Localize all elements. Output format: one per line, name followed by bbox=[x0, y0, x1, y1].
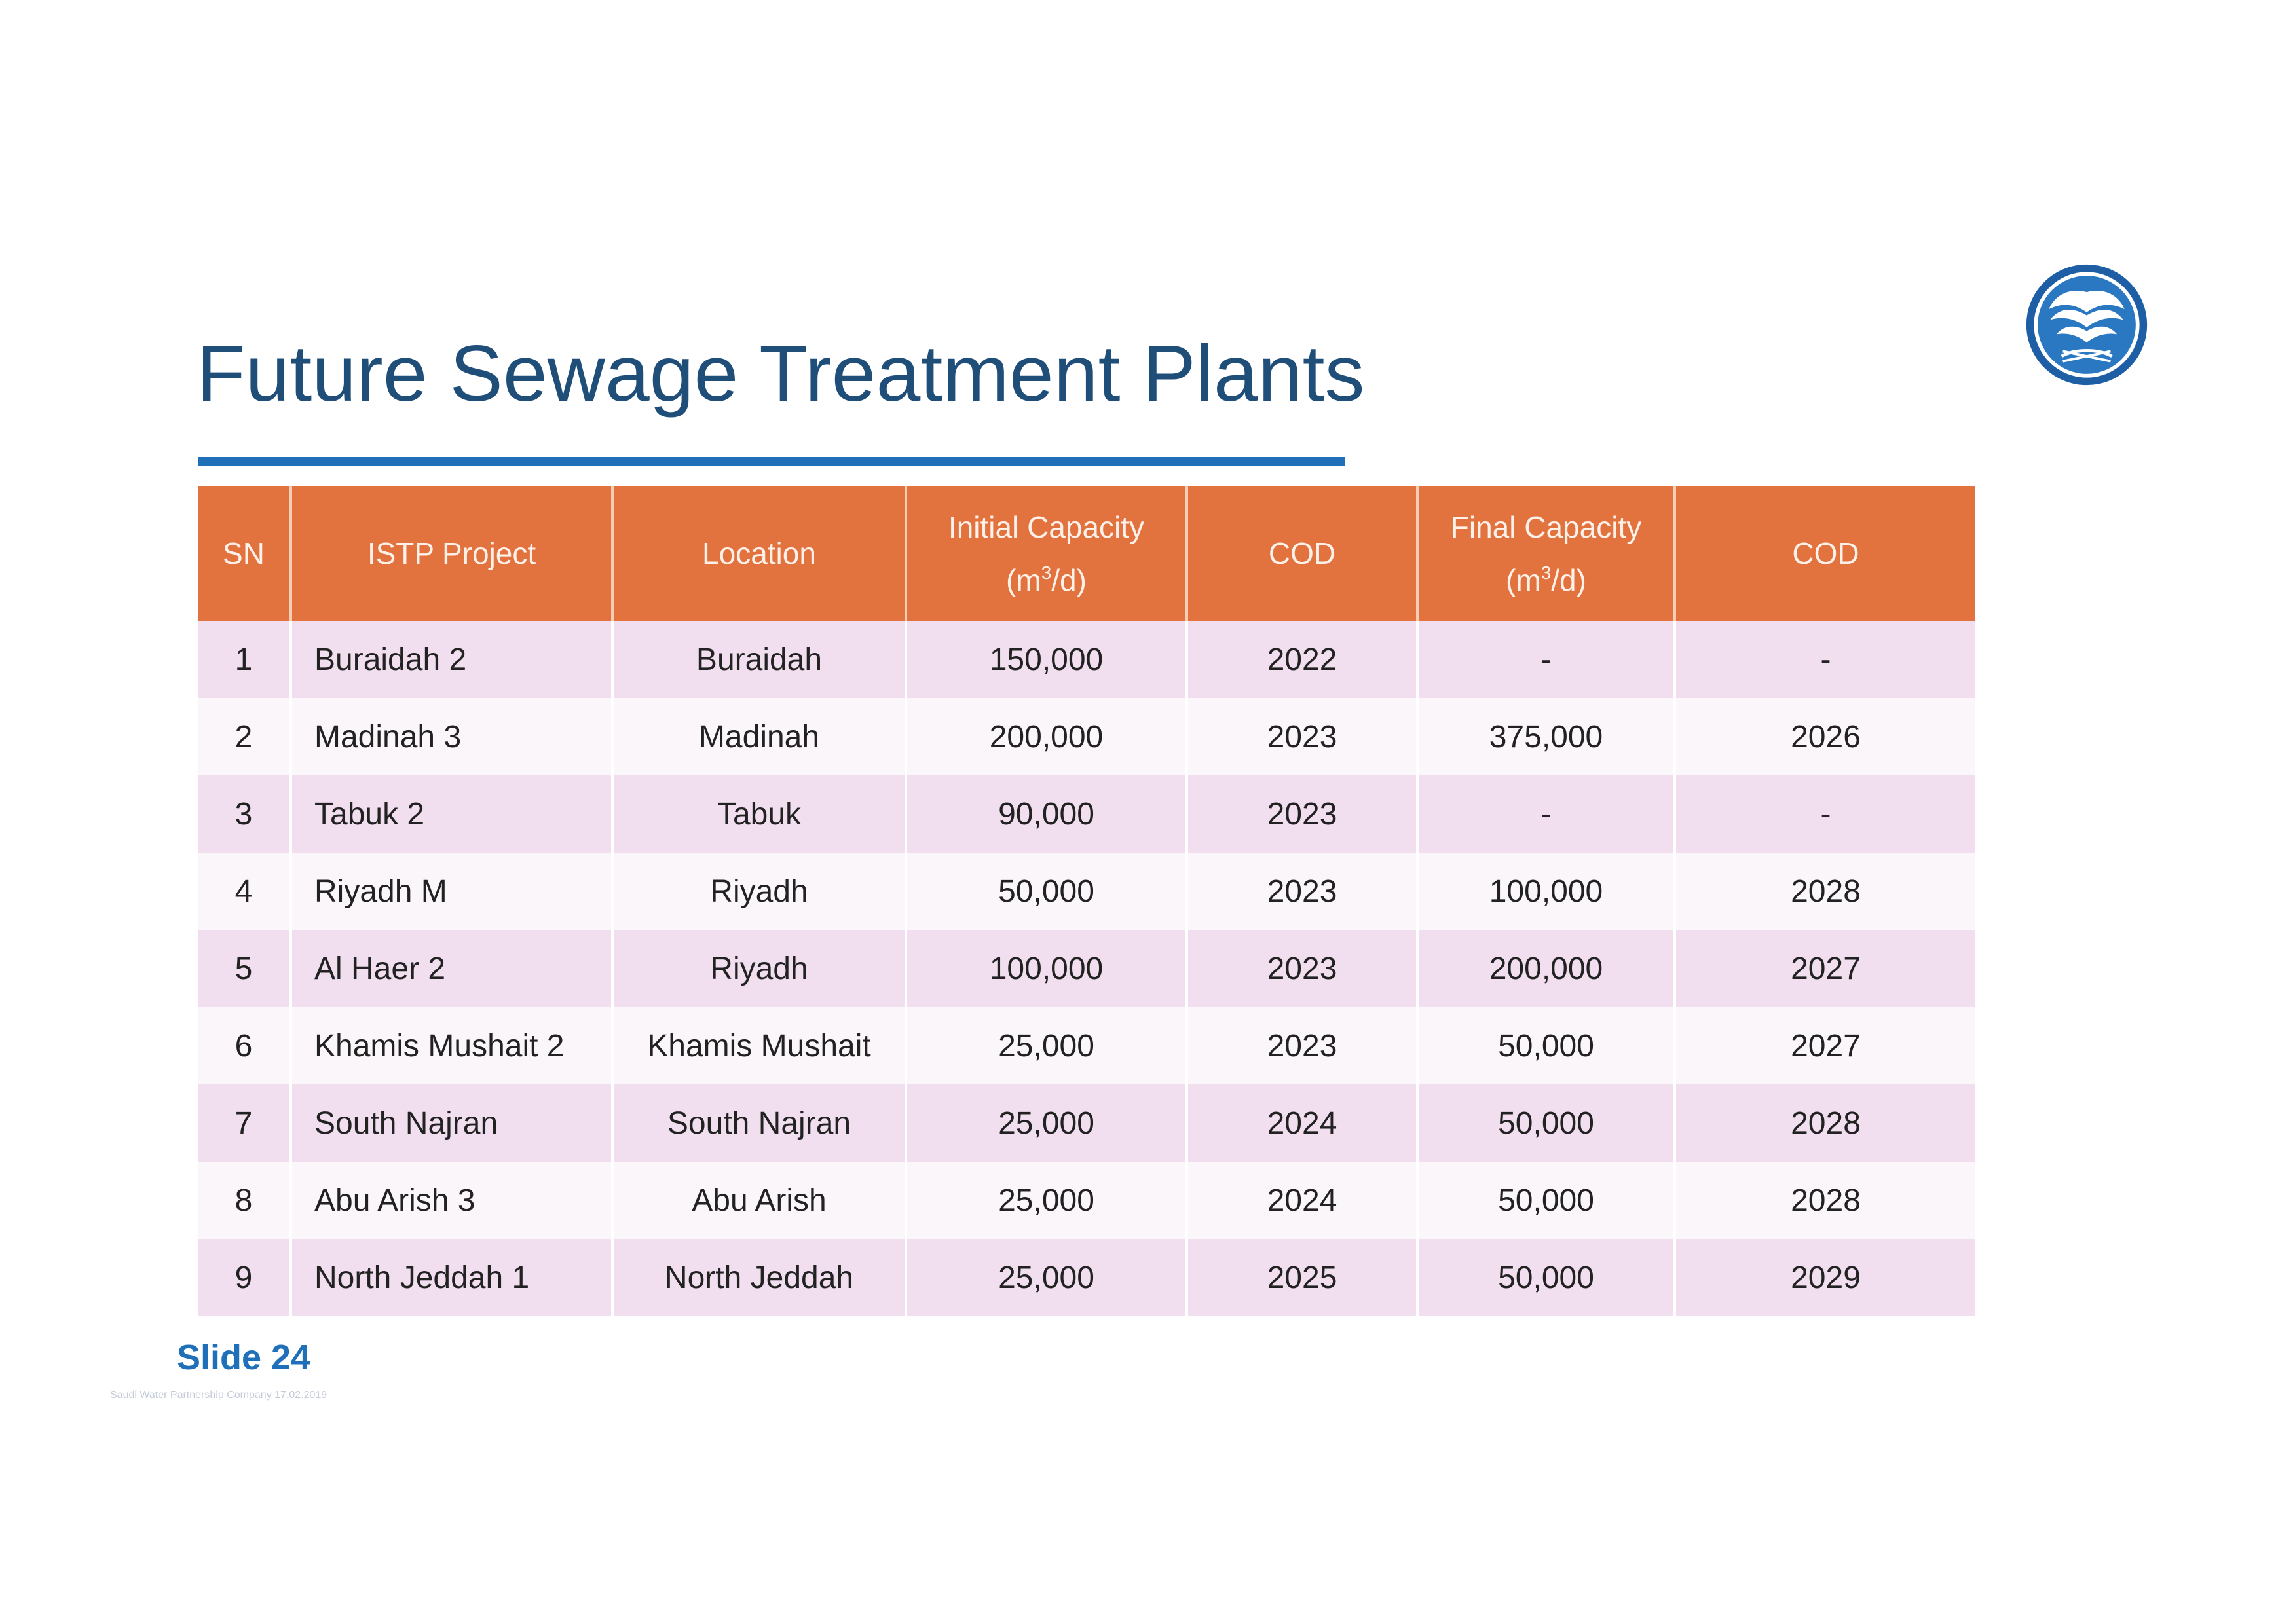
cell-location: Buraidah bbox=[612, 621, 907, 698]
cell-final-capacity: 50,000 bbox=[1417, 1007, 1676, 1084]
cell-cod: 2023 bbox=[1187, 853, 1419, 930]
cell-project: Riyadh M bbox=[291, 853, 614, 930]
cell-cod: 2023 bbox=[1187, 698, 1419, 775]
cell-cod: 2024 bbox=[1187, 1162, 1419, 1239]
initial-capacity-unit-a: (m bbox=[1006, 563, 1041, 597]
cell-project: Buraidah 2 bbox=[291, 621, 614, 698]
cell-location: South Najran bbox=[612, 1084, 907, 1162]
cell-project: North Jeddah 1 bbox=[291, 1239, 614, 1316]
cell-final-capacity: - bbox=[1417, 621, 1676, 698]
cell-final-cod: - bbox=[1675, 621, 1975, 698]
initial-capacity-unit-b: /d) bbox=[1051, 563, 1087, 597]
cell-project: Al Haer 2 bbox=[291, 930, 614, 1007]
cell-final-cod: 2028 bbox=[1675, 1084, 1975, 1162]
cell-location: North Jeddah bbox=[612, 1239, 907, 1316]
final-capacity-label: Final Capacity bbox=[1450, 509, 1642, 544]
col-header-cod: COD bbox=[1187, 486, 1419, 621]
cell-initial-capacity: 100,000 bbox=[906, 930, 1188, 1007]
cell-initial-capacity: 25,000 bbox=[906, 1084, 1188, 1162]
cell-final-cod: 2028 bbox=[1675, 1162, 1975, 1239]
final-capacity-unit-a: (m bbox=[1506, 563, 1541, 597]
table-row: 8 Abu Arish 3 Abu Arish 25,000 2024 50,0… bbox=[198, 1162, 1975, 1239]
cell-project: Tabuk 2 bbox=[291, 775, 614, 853]
cell-location: Khamis Mushait bbox=[612, 1007, 907, 1084]
cell-initial-capacity: 150,000 bbox=[906, 621, 1188, 698]
cell-cod: 2023 bbox=[1187, 1007, 1419, 1084]
cell-location: Riyadh bbox=[612, 930, 907, 1007]
col-header-project: ISTP Project bbox=[291, 486, 614, 621]
cell-location: Riyadh bbox=[612, 853, 907, 930]
cell-cod: 2022 bbox=[1187, 621, 1419, 698]
cell-sn: 3 bbox=[198, 775, 292, 853]
cell-final-capacity: - bbox=[1417, 775, 1676, 853]
cell-final-cod: - bbox=[1675, 775, 1975, 853]
cell-sn: 9 bbox=[198, 1239, 292, 1316]
table-row: 4 Riyadh M Riyadh 50,000 2023 100,000 20… bbox=[198, 853, 1975, 930]
cell-final-capacity: 50,000 bbox=[1417, 1084, 1676, 1162]
cell-sn: 7 bbox=[198, 1084, 292, 1162]
table-row: 6 Khamis Mushait 2 Khamis Mushait 25,000… bbox=[198, 1007, 1975, 1084]
cell-sn: 5 bbox=[198, 930, 292, 1007]
initial-capacity-label: Initial Capacity bbox=[948, 509, 1145, 544]
cell-cod: 2023 bbox=[1187, 775, 1419, 853]
cell-sn: 4 bbox=[198, 853, 292, 930]
cell-project: Khamis Mushait 2 bbox=[291, 1007, 614, 1084]
table-row: 1 Buraidah 2 Buraidah 150,000 2022 - - bbox=[198, 621, 1975, 698]
col-header-location: Location bbox=[612, 486, 907, 621]
cell-initial-capacity: 90,000 bbox=[906, 775, 1188, 853]
final-capacity-unit-sup: 3 bbox=[1540, 562, 1552, 583]
cell-sn: 6 bbox=[198, 1007, 292, 1084]
cell-final-cod: 2026 bbox=[1675, 698, 1975, 775]
cell-cod: 2025 bbox=[1187, 1239, 1419, 1316]
cell-initial-capacity: 200,000 bbox=[906, 698, 1188, 775]
col-header-initial-capacity: Initial Capacity (m3/d) bbox=[906, 486, 1188, 621]
col-header-final-cod: COD bbox=[1675, 486, 1975, 621]
title-underline bbox=[198, 457, 1345, 466]
cell-final-capacity: 50,000 bbox=[1417, 1239, 1676, 1316]
cell-initial-capacity: 50,000 bbox=[906, 853, 1188, 930]
cell-final-capacity: 50,000 bbox=[1417, 1162, 1676, 1239]
footer-note: Saudi Water Partnership Company 17.02.20… bbox=[110, 1390, 327, 1401]
cell-cod: 2023 bbox=[1187, 930, 1419, 1007]
table-row: 9 North Jeddah 1 North Jeddah 25,000 202… bbox=[198, 1239, 1975, 1316]
cell-project: Madinah 3 bbox=[291, 698, 614, 775]
final-capacity-unit-b: /d) bbox=[1551, 563, 1586, 597]
cell-final-cod: 2028 bbox=[1675, 853, 1975, 930]
col-header-final-capacity: Final Capacity (m3/d) bbox=[1417, 486, 1676, 621]
swpc-logo-icon bbox=[2026, 264, 2148, 386]
cell-final-cod: 2027 bbox=[1675, 1007, 1975, 1084]
cell-sn: 8 bbox=[198, 1162, 292, 1239]
cell-initial-capacity: 25,000 bbox=[906, 1007, 1188, 1084]
cell-project: Abu Arish 3 bbox=[291, 1162, 614, 1239]
cell-cod: 2024 bbox=[1187, 1084, 1419, 1162]
cell-location: Madinah bbox=[612, 698, 907, 775]
table-row: 3 Tabuk 2 Tabuk 90,000 2023 - - bbox=[198, 775, 1975, 853]
cell-location: Tabuk bbox=[612, 775, 907, 853]
cell-final-cod: 2027 bbox=[1675, 930, 1975, 1007]
cell-initial-capacity: 25,000 bbox=[906, 1239, 1188, 1316]
cell-initial-capacity: 25,000 bbox=[906, 1162, 1188, 1239]
cell-final-capacity: 200,000 bbox=[1417, 930, 1676, 1007]
cell-final-capacity: 100,000 bbox=[1417, 853, 1676, 930]
cell-project: South Najran bbox=[291, 1084, 614, 1162]
table-row: 7 South Najran South Najran 25,000 2024 … bbox=[198, 1084, 1975, 1162]
table-header-row: SN ISTP Project Location Initial Capacit… bbox=[198, 486, 1975, 621]
cell-final-cod: 2029 bbox=[1675, 1239, 1975, 1316]
col-header-sn: SN bbox=[198, 486, 292, 621]
initial-capacity-unit-sup: 3 bbox=[1041, 562, 1052, 583]
table-row: 5 Al Haer 2 Riyadh 100,000 2023 200,000 … bbox=[198, 930, 1975, 1007]
cell-sn: 1 bbox=[198, 621, 292, 698]
table-row: 2 Madinah 3 Madinah 200,000 2023 375,000… bbox=[198, 698, 1975, 775]
cell-sn: 2 bbox=[198, 698, 292, 775]
slide-number: Slide 24 bbox=[177, 1338, 311, 1377]
cell-location: Abu Arish bbox=[612, 1162, 907, 1239]
cell-final-capacity: 375,000 bbox=[1417, 698, 1676, 775]
page-title: Future Sewage Treatment Plants bbox=[196, 329, 1365, 418]
plants-table: SN ISTP Project Location Initial Capacit… bbox=[198, 486, 1975, 1316]
